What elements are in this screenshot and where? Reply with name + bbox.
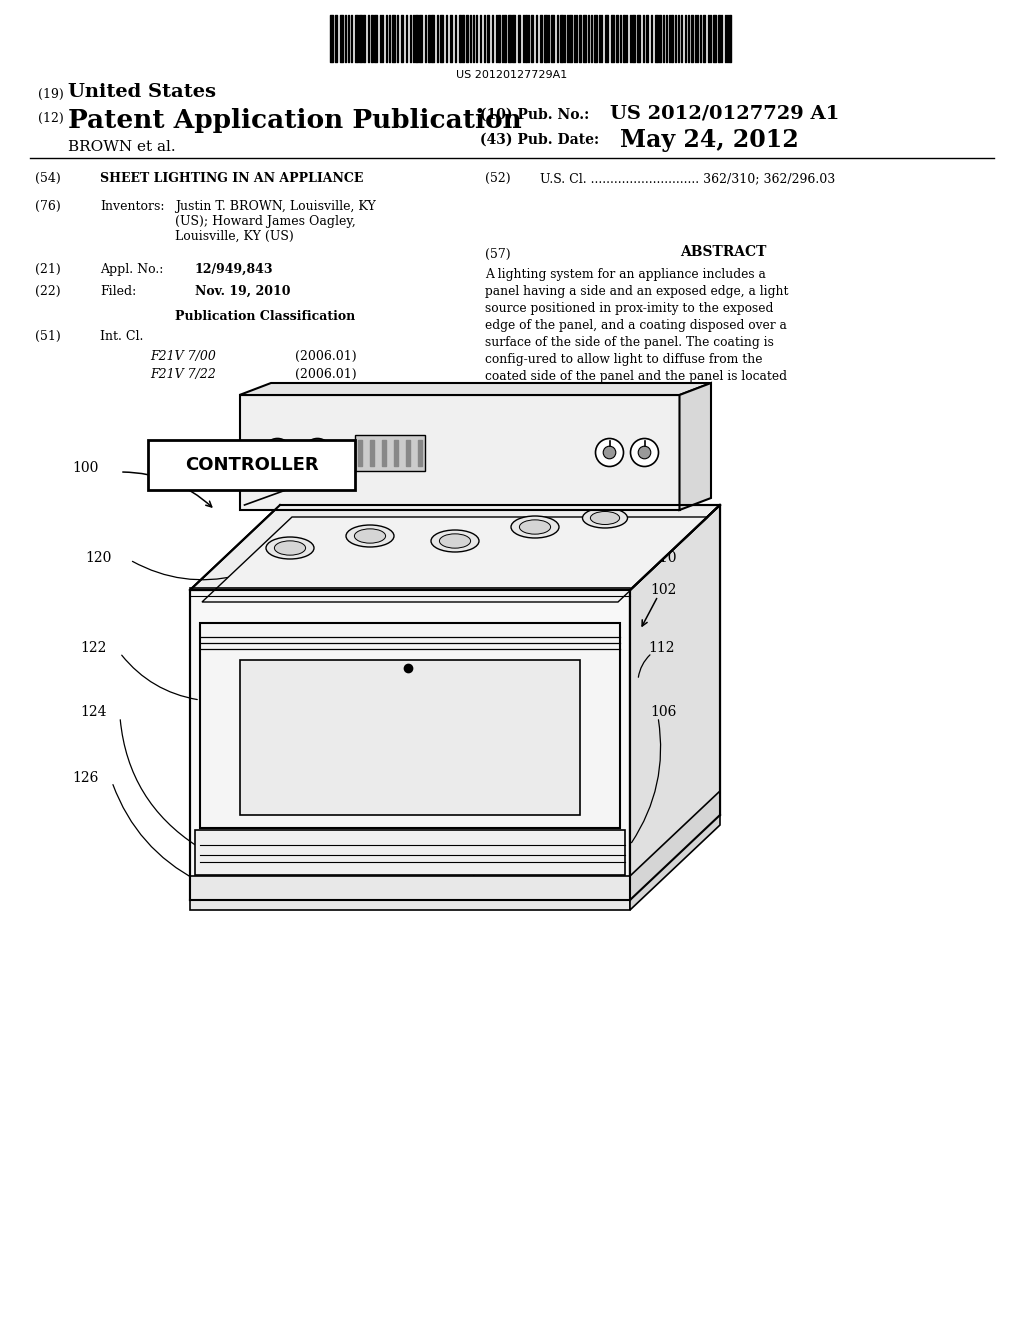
Ellipse shape bbox=[266, 537, 314, 558]
Text: (52): (52) bbox=[485, 172, 511, 185]
Circle shape bbox=[271, 446, 284, 459]
Text: May 24, 2012: May 24, 2012 bbox=[620, 128, 799, 152]
Ellipse shape bbox=[591, 511, 620, 524]
Polygon shape bbox=[190, 590, 630, 900]
Text: Appl. No.:: Appl. No.: bbox=[100, 263, 164, 276]
Polygon shape bbox=[202, 517, 708, 602]
Text: CONTROLLER: CONTROLLER bbox=[184, 455, 318, 474]
Text: 106: 106 bbox=[650, 705, 677, 719]
Text: 102: 102 bbox=[650, 583, 677, 597]
Polygon shape bbox=[190, 876, 630, 909]
Text: ABSTRACT: ABSTRACT bbox=[680, 246, 766, 259]
FancyBboxPatch shape bbox=[354, 434, 425, 470]
Circle shape bbox=[303, 438, 332, 466]
Text: F21V 7/00: F21V 7/00 bbox=[150, 350, 216, 363]
Polygon shape bbox=[200, 623, 620, 828]
Text: 112: 112 bbox=[648, 642, 675, 655]
Text: (54): (54) bbox=[35, 172, 60, 185]
Circle shape bbox=[631, 438, 658, 466]
Circle shape bbox=[603, 446, 615, 459]
Text: 140: 140 bbox=[285, 393, 311, 407]
Ellipse shape bbox=[346, 525, 394, 546]
Ellipse shape bbox=[519, 520, 551, 535]
Circle shape bbox=[596, 438, 624, 466]
Text: 100: 100 bbox=[72, 461, 98, 475]
Text: (10) Pub. No.:: (10) Pub. No.: bbox=[480, 108, 589, 121]
Text: 136: 136 bbox=[432, 466, 459, 480]
Text: Int. Cl.: Int. Cl. bbox=[100, 330, 143, 343]
Polygon shape bbox=[680, 383, 711, 510]
Text: 138: 138 bbox=[545, 447, 571, 462]
Text: Patent Application Publication: Patent Application Publication bbox=[68, 108, 522, 133]
Text: (19): (19) bbox=[38, 88, 63, 102]
Text: (US); Howard James Oagley,: (US); Howard James Oagley, bbox=[175, 215, 355, 228]
Text: coated side of the panel and the panel is located: coated side of the panel and the panel i… bbox=[485, 370, 787, 383]
Text: 108: 108 bbox=[462, 855, 488, 869]
Text: BROWN et al.: BROWN et al. bbox=[68, 140, 176, 154]
Text: (12): (12) bbox=[38, 112, 63, 125]
Text: (2006.01): (2006.01) bbox=[295, 350, 356, 363]
Text: 132: 132 bbox=[388, 451, 415, 465]
Text: US 20120127729A1: US 20120127729A1 bbox=[457, 70, 567, 81]
Text: 12/949,843: 12/949,843 bbox=[195, 263, 273, 276]
Polygon shape bbox=[240, 383, 711, 395]
Text: config-ured to allow light to diffuse from the: config-ured to allow light to diffuse fr… bbox=[485, 352, 763, 366]
Text: 120: 120 bbox=[85, 550, 112, 565]
Text: SHEET LIGHTING IN AN APPLIANCE: SHEET LIGHTING IN AN APPLIANCE bbox=[100, 172, 364, 185]
Text: (57): (57) bbox=[485, 248, 511, 261]
Text: United States: United States bbox=[68, 83, 216, 102]
Text: 110: 110 bbox=[650, 550, 677, 565]
Text: panel having a side and an exposed edge, a light: panel having a side and an exposed edge,… bbox=[485, 285, 788, 298]
Text: 126: 126 bbox=[72, 771, 98, 785]
Text: 134: 134 bbox=[648, 453, 675, 467]
Text: surface of the side of the panel. The coating is: surface of the side of the panel. The co… bbox=[485, 337, 774, 348]
Text: (22): (22) bbox=[35, 285, 60, 298]
Text: 122: 122 bbox=[80, 642, 106, 655]
Text: remotely from the light source.: remotely from the light source. bbox=[485, 387, 680, 400]
Polygon shape bbox=[630, 506, 720, 900]
Text: F21V 7/22: F21V 7/22 bbox=[150, 368, 216, 381]
Polygon shape bbox=[240, 395, 680, 510]
Ellipse shape bbox=[431, 531, 479, 552]
Text: (76): (76) bbox=[35, 201, 60, 213]
Text: Publication Classification: Publication Classification bbox=[175, 310, 355, 323]
Text: U.S. Cl. ............................ 362/310; 362/296.03: U.S. Cl. ............................ 36… bbox=[540, 172, 836, 185]
Ellipse shape bbox=[354, 529, 386, 543]
Text: (2006.01): (2006.01) bbox=[295, 368, 356, 381]
Polygon shape bbox=[240, 660, 580, 814]
Polygon shape bbox=[195, 830, 625, 875]
Polygon shape bbox=[148, 440, 355, 490]
Circle shape bbox=[263, 438, 292, 466]
Polygon shape bbox=[190, 506, 720, 590]
Polygon shape bbox=[630, 791, 720, 909]
Text: Filed:: Filed: bbox=[100, 285, 136, 298]
Text: Justin T. BROWN, Louisville, KY: Justin T. BROWN, Louisville, KY bbox=[175, 201, 376, 213]
Ellipse shape bbox=[511, 516, 559, 539]
Text: 124: 124 bbox=[80, 705, 106, 719]
Text: (43) Pub. Date:: (43) Pub. Date: bbox=[480, 133, 599, 147]
Ellipse shape bbox=[439, 533, 471, 548]
Text: 130: 130 bbox=[660, 480, 686, 494]
Text: edge of the panel, and a coating disposed over a: edge of the panel, and a coating dispose… bbox=[485, 319, 786, 333]
Text: (21): (21) bbox=[35, 263, 60, 276]
Text: A lighting system for an appliance includes a: A lighting system for an appliance inclu… bbox=[485, 268, 766, 281]
Text: source positioned in prox-imity to the exposed: source positioned in prox-imity to the e… bbox=[485, 302, 773, 315]
Ellipse shape bbox=[583, 508, 628, 528]
Circle shape bbox=[311, 446, 324, 459]
Polygon shape bbox=[630, 506, 720, 900]
Circle shape bbox=[638, 446, 651, 459]
Text: (51): (51) bbox=[35, 330, 60, 343]
Text: US 2012/0127729 A1: US 2012/0127729 A1 bbox=[610, 106, 840, 123]
Text: Inventors:: Inventors: bbox=[100, 201, 165, 213]
Text: 104: 104 bbox=[440, 688, 467, 702]
Ellipse shape bbox=[274, 541, 305, 556]
Text: Louisville, KY (US): Louisville, KY (US) bbox=[175, 230, 294, 243]
Text: Nov. 19, 2010: Nov. 19, 2010 bbox=[195, 285, 291, 298]
